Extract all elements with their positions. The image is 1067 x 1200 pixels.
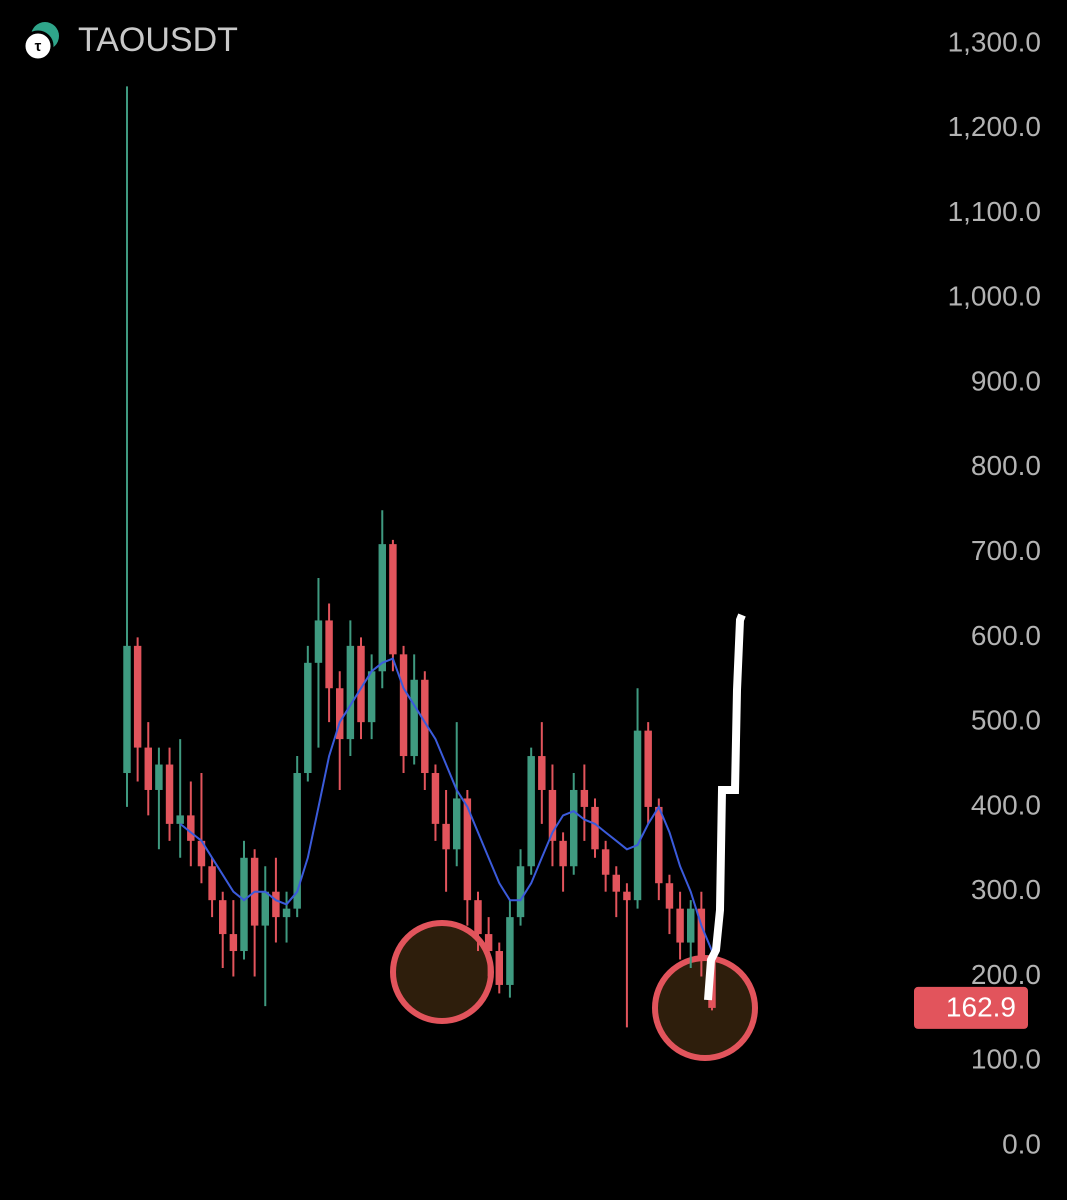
candle-body	[261, 891, 269, 926]
highlight-circle	[652, 955, 758, 1061]
candle-body	[165, 764, 174, 824]
candle-body	[570, 789, 578, 867]
candle-body	[463, 798, 472, 901]
candle-body	[527, 756, 535, 867]
candle-body	[559, 840, 567, 867]
candle-body	[506, 917, 514, 985]
last-price-label: 162.9	[946, 991, 1016, 1022]
candle-body	[219, 900, 227, 935]
candle-body	[155, 764, 163, 790]
y-tick-label: 1,200.0	[948, 111, 1041, 142]
candle-body	[474, 900, 482, 935]
candle-body	[240, 857, 248, 952]
candle-body	[623, 891, 631, 901]
y-tick-label: 0.0	[1002, 1128, 1041, 1159]
candle-body	[421, 679, 429, 774]
candle-body	[548, 789, 557, 841]
candle-body	[378, 544, 386, 672]
y-tick-label: 600.0	[971, 620, 1041, 651]
chart-title: TAOUSDT	[78, 21, 238, 59]
y-tick-label: 1,100.0	[948, 196, 1041, 227]
candle-body	[399, 654, 408, 757]
candle-body	[655, 806, 663, 884]
highlight-circle	[390, 920, 494, 1024]
y-tick-label: 500.0	[971, 705, 1041, 736]
candle-body	[697, 908, 706, 960]
y-tick-label: 1,000.0	[948, 281, 1041, 312]
candle-body	[442, 823, 450, 850]
candle-body	[389, 544, 397, 655]
svg-text:τ: τ	[35, 38, 42, 55]
y-tick-label: 800.0	[971, 450, 1041, 481]
candle-body	[676, 908, 684, 943]
y-tick-label: 200.0	[971, 959, 1041, 990]
y-tick-label: 300.0	[971, 874, 1041, 905]
y-tick-label: 900.0	[971, 365, 1041, 396]
candle-body	[282, 908, 291, 918]
moving-average	[179, 657, 713, 952]
candle-body	[644, 730, 652, 807]
candle-body	[133, 645, 142, 748]
candle-body	[229, 934, 238, 952]
symbol-logo: τ	[22, 22, 59, 62]
candle-body	[367, 671, 376, 723]
candle-body	[357, 645, 365, 723]
candle-body	[410, 679, 418, 757]
candle-body	[314, 620, 323, 663]
candle-body	[187, 815, 195, 841]
candle-body	[144, 747, 152, 790]
candle-body	[538, 756, 546, 790]
candle-body	[665, 883, 674, 909]
y-tick-label: 400.0	[971, 789, 1041, 820]
candle-body	[484, 934, 493, 952]
candle-body	[176, 815, 184, 824]
y-tick-label: 100.0	[971, 1044, 1041, 1075]
projection-drawing	[704, 613, 746, 1001]
candle-body	[293, 773, 301, 909]
candle-body	[633, 730, 642, 901]
candle-body	[272, 891, 280, 918]
candle-body	[591, 806, 599, 850]
candle-body	[495, 951, 503, 985]
candle-body	[325, 620, 333, 689]
y-tick-label: 1,300.0	[948, 26, 1041, 57]
candle-body	[601, 849, 610, 875]
candle-body	[687, 908, 695, 943]
y-tick-label: 700.0	[971, 535, 1041, 566]
candle-body	[612, 874, 620, 892]
candle-body	[197, 840, 206, 867]
candle-body	[346, 645, 355, 740]
candle-body	[208, 866, 216, 901]
candle-body	[431, 773, 440, 824]
candle-body	[304, 662, 312, 774]
candle-body	[516, 866, 525, 918]
last-price-badge	[914, 986, 1028, 1029]
candle-body	[123, 645, 131, 774]
candle-body	[453, 798, 461, 850]
candle-body	[580, 789, 589, 807]
candle-body	[336, 688, 344, 740]
